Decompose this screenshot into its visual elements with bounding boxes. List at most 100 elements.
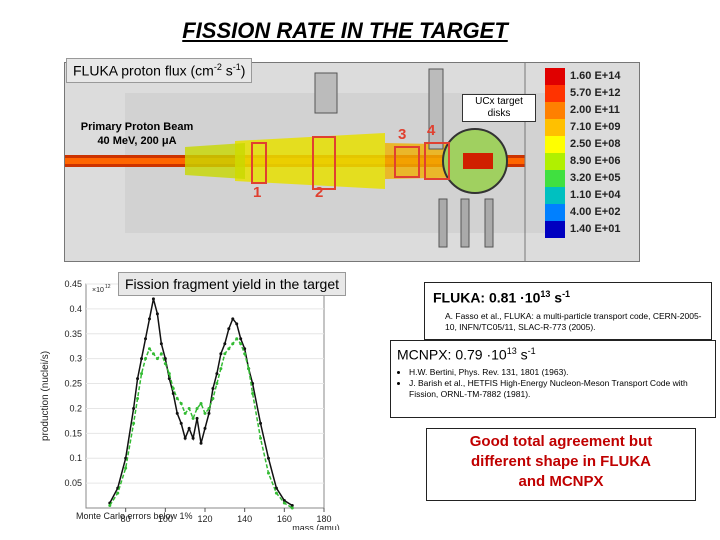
data-point <box>239 342 243 346</box>
data-point <box>155 357 159 361</box>
region-number-1: 1 <box>253 184 262 201</box>
data-point <box>144 357 147 361</box>
data-point <box>187 426 191 430</box>
data-point <box>235 337 239 341</box>
data-point <box>155 312 159 316</box>
data-point <box>266 471 270 475</box>
x-tick-label: 160 <box>277 514 292 524</box>
data-point <box>211 396 215 400</box>
chart-svg: 0.05 0.1 0.15 0.2 0.25 0.3 0.35 0.4 0.45 80 100 120… <box>40 279 340 533</box>
y-tick-label: 0.2 <box>69 403 82 413</box>
legend-swatch <box>545 85 565 102</box>
data-point <box>159 352 163 356</box>
data-point <box>124 456 128 460</box>
legend-swatch <box>545 68 565 85</box>
data-point <box>274 491 278 495</box>
data-point <box>251 392 255 396</box>
data-point <box>132 421 136 425</box>
fluka-reference: A. Fasso et al., FLUKA: a multi-particle… <box>445 311 702 332</box>
legend-swatch <box>545 204 565 221</box>
data-point <box>124 466 128 470</box>
y-tick-label: 0.35 <box>64 329 82 339</box>
mcnpx-result-box: MCNPX: 0.79 ·1013 s-1 H.W. Bertini, Phys… <box>390 340 716 418</box>
region-box-3 <box>394 146 420 178</box>
data-point <box>191 416 195 420</box>
y-tick-label: 0.05 <box>64 478 82 488</box>
data-point <box>147 317 151 321</box>
data-point <box>183 436 187 440</box>
y-tick-label: 0.15 <box>64 428 82 438</box>
data-point <box>203 426 207 430</box>
data-point <box>151 297 155 301</box>
data-point <box>171 392 175 396</box>
data-point <box>235 322 239 326</box>
data-point <box>243 352 247 356</box>
legend-swatch <box>545 170 565 187</box>
data-point <box>167 372 171 376</box>
region-number-3: 3 <box>398 126 407 143</box>
x-tick-label: 120 <box>197 514 212 524</box>
data-point <box>239 337 243 341</box>
data-point <box>247 367 251 371</box>
slide-title: FISSION RATE IN THE TARGET <box>182 18 508 43</box>
data-point <box>108 504 112 508</box>
data-point <box>151 352 155 356</box>
data-point <box>219 352 223 356</box>
data-point <box>227 327 231 331</box>
legend-swatch <box>545 221 565 238</box>
region-box-4 <box>424 142 450 180</box>
data-point <box>140 357 144 361</box>
data-point <box>140 372 144 376</box>
data-point <box>171 387 175 391</box>
plot-area <box>85 283 325 509</box>
data-point <box>159 342 163 346</box>
legend-value: 3.20 E+05 <box>570 172 621 184</box>
flux-color-legend: 1.60 E+14 5.70 E+12 2.00 E+11 7.10 E+09 2.50… <box>545 68 635 238</box>
data-point <box>136 377 140 381</box>
fluka-result-box: FLUKA: 0.81 ·1013 s-1 A. Fasso et al., F… <box>424 282 712 340</box>
data-point <box>266 456 270 460</box>
data-point <box>231 342 235 346</box>
legend-value: 2.50 E+08 <box>570 138 621 150</box>
data-point <box>144 337 147 341</box>
mcnpx-reference-2: J. Barish et al., HETFIS High-Energy Nuc… <box>409 378 709 400</box>
legend-value: 5.70 E+12 <box>570 87 621 99</box>
region-number-4: 4 <box>427 122 436 139</box>
legend-value: 1.60 E+14 <box>570 70 621 82</box>
x-tick-label: 140 <box>237 514 252 524</box>
data-point <box>223 342 227 346</box>
legend-swatch <box>545 136 565 153</box>
mcnpx-reference-1: H.W. Bertini, Phys. Rev. 131, 1801 (1963… <box>409 367 709 378</box>
data-point <box>274 486 278 490</box>
monte-carlo-note: Monte Carlo errors below 1% <box>76 511 193 521</box>
data-point <box>195 406 199 410</box>
legend-swatch <box>545 187 565 204</box>
y-tick-label: 0.3 <box>69 354 82 364</box>
region-number-2: 2 <box>315 184 324 201</box>
y-axis-label: production (nuclei/s) <box>40 351 51 441</box>
data-point <box>116 491 120 495</box>
y-tick-label: 0.4 <box>69 304 82 314</box>
data-point <box>282 499 286 503</box>
legend-swatch <box>545 119 565 136</box>
legend-value: 1.40 E+01 <box>570 223 621 235</box>
data-point <box>183 411 187 415</box>
x-tick-label: 100 <box>158 514 173 524</box>
fission-yield-chart: 0.05 0.1 0.15 0.2 0.25 0.3 0.35 0.4 0.45 80 100 120… <box>34 276 384 533</box>
flux-simulation-panel <box>64 62 640 262</box>
ucx-target-disks <box>463 153 493 169</box>
chart-title: Fission fragment yield in the target <box>118 272 346 296</box>
data-point <box>136 396 140 400</box>
legend-value: 1.10 E+04 <box>570 189 621 201</box>
data-point <box>132 406 136 410</box>
legend-value: 7.10 E+09 <box>570 121 621 133</box>
data-point <box>175 396 179 400</box>
data-point <box>179 401 183 405</box>
data-point <box>282 501 286 505</box>
data-point <box>191 436 195 440</box>
legend-value: 2.00 E+11 <box>570 104 620 116</box>
data-point <box>195 416 199 420</box>
flux-map <box>65 63 639 261</box>
legend-swatch <box>545 153 565 170</box>
conclusion-box: Good total agreement but different shape… <box>426 428 696 501</box>
